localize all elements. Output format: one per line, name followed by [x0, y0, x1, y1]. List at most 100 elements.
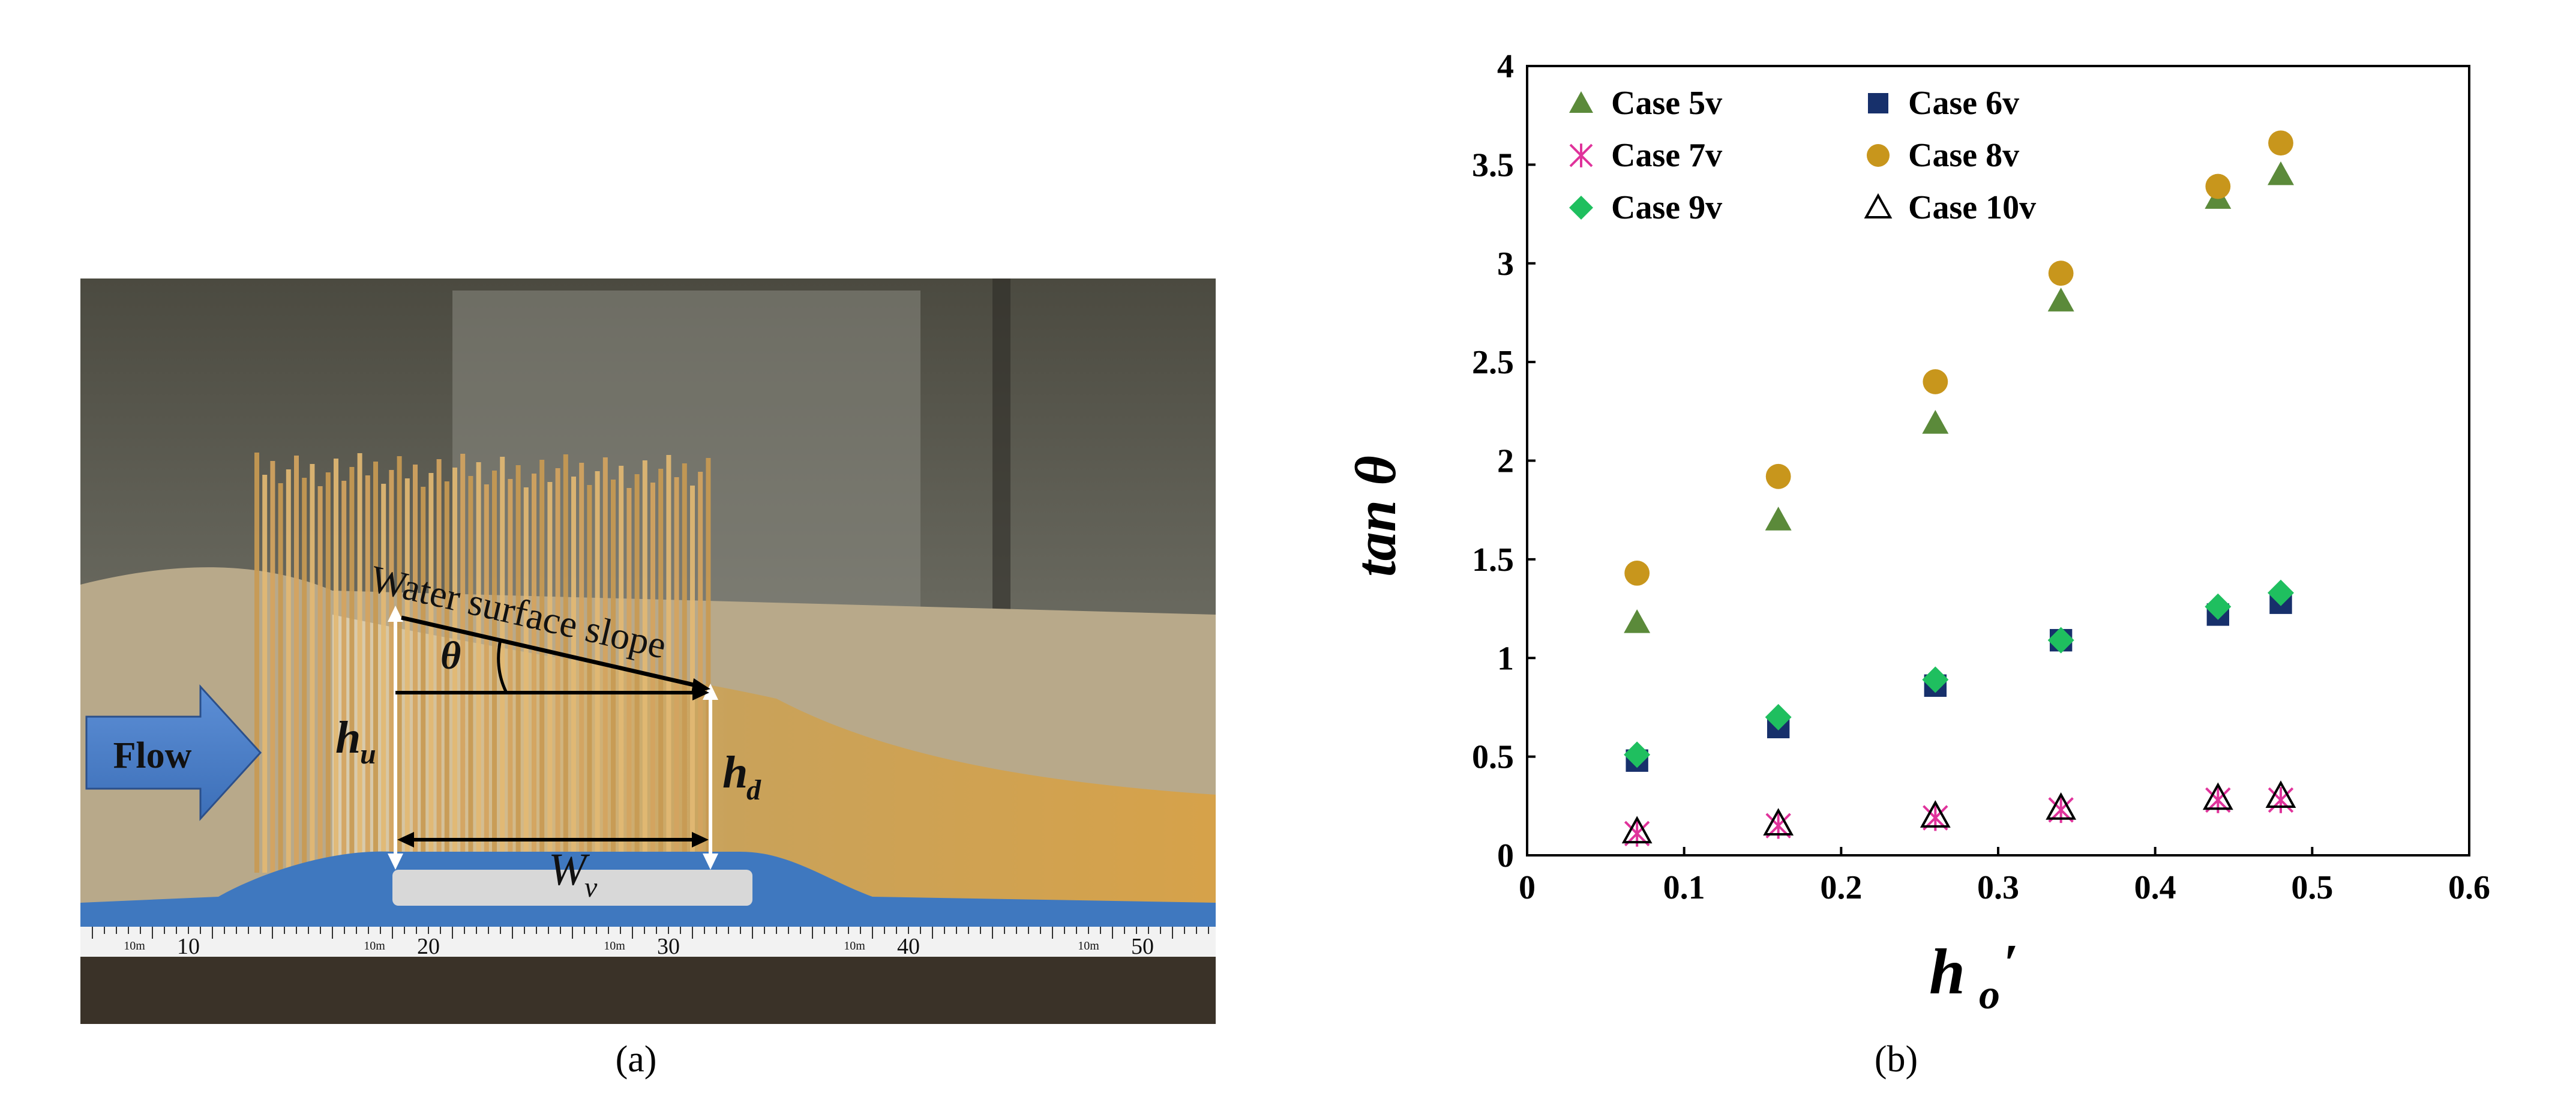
legend-item: Case 6v	[1868, 85, 2019, 122]
tank-post	[992, 278, 1010, 627]
data-point	[1765, 703, 1792, 730]
vegetation-stick	[444, 481, 449, 873]
ruler-unit-mark: 10m	[1078, 939, 1099, 953]
data-point	[1624, 560, 1650, 586]
data-point	[2202, 782, 2233, 810]
ruler-number: 40	[897, 934, 920, 959]
ruler-unit-mark: 10m	[844, 939, 865, 953]
vegetation-stick	[571, 477, 576, 873]
vegetation-stick	[325, 472, 331, 873]
data-point	[1765, 507, 1792, 531]
ruler-number: 30	[657, 934, 680, 959]
vegetation-stick	[302, 478, 307, 873]
vegetation-stick	[294, 456, 299, 873]
legend-label: Case 7v	[1611, 137, 1722, 174]
y-tick-label: 3	[1497, 245, 1514, 283]
data-point	[2268, 161, 2294, 185]
y-tick-label: 0	[1497, 837, 1514, 875]
data-point	[2047, 288, 2074, 312]
vegetation-stick	[484, 484, 489, 873]
series-case-7v	[1624, 787, 2294, 847]
vegetation-stick	[650, 483, 655, 873]
caption-b: (b)	[1874, 1039, 1918, 1080]
vegetation-stick	[555, 468, 560, 873]
plot-frame	[1526, 65, 2470, 857]
data-point	[2046, 792, 2077, 820]
vegetation-stick	[341, 481, 347, 873]
vegetation-stick	[286, 469, 291, 873]
ruler-numbers: 10 10m 20 10m 30 10m 40 10m 50 10m	[124, 934, 1154, 959]
legend-marker	[1864, 193, 1893, 218]
tick-labels: 0 0.1 0.2 0.3 0.4 0.5 0.6 0 0.5 1 1.5 2 2.5 3 3.5 4	[1472, 48, 2490, 906]
y-tick-label: 3.5	[1472, 146, 1514, 184]
flume-photo: Flow Water surface slope θ h u h d W v 1…	[80, 278, 1216, 1024]
vegetation-stick	[317, 486, 323, 873]
legend-marker	[1569, 196, 1593, 220]
ruler-number: 50	[1131, 934, 1154, 959]
vegetation-stick	[373, 462, 378, 873]
data-point	[1765, 463, 1791, 489]
x-tick-label: 0.3	[1977, 869, 2019, 906]
flume-photo-drawing: Flow Water surface slope θ h u h d W v 1…	[80, 278, 1216, 1024]
y-tick-label: 1.5	[1472, 541, 1514, 579]
flow-label: Flow	[113, 735, 192, 776]
vegetation-stick	[539, 460, 545, 873]
vegetation-stick	[523, 487, 529, 873]
vegetation-stick	[579, 463, 584, 873]
vegetation-stick	[310, 464, 315, 873]
legend-label: Case 9v	[1611, 189, 1722, 226]
legend-item: Case 7v	[1569, 137, 1722, 174]
vegetation-stick	[262, 475, 268, 873]
legend-label: Case 8v	[1908, 137, 2019, 174]
wv-label-main: W	[548, 845, 590, 895]
series-case-5v	[1624, 161, 2294, 633]
y-tick-label: 2.5	[1472, 344, 1514, 381]
ruler-ticks	[92, 927, 1209, 939]
hu-label-main: h	[335, 712, 361, 763]
legend-item: Case 8v	[1867, 137, 2019, 174]
vegetation-stick	[278, 483, 283, 873]
data-point	[1920, 800, 1951, 828]
legend-label: Case 5v	[1611, 85, 1722, 122]
hd-label-sub: d	[746, 774, 761, 806]
legend-marker	[1867, 144, 1890, 167]
x-tick-label: 0.2	[1820, 869, 1862, 906]
x-tick-label: 0.6	[2448, 869, 2490, 906]
data-point	[2048, 260, 2074, 286]
theta-label: θ	[440, 634, 461, 678]
vegetation-stick	[682, 463, 687, 873]
vegetation-stick	[413, 465, 418, 873]
y-tick-label: 1	[1497, 640, 1514, 677]
ruler-unit-mark: 10m	[124, 939, 145, 953]
legend-item: Case 5v	[1569, 85, 1722, 122]
legend-marker	[1868, 93, 1888, 113]
data-point	[1624, 741, 1651, 768]
legend-item: Case 9v	[1569, 189, 1722, 226]
vegetation-stick	[674, 477, 679, 873]
vegetation-stick	[357, 453, 362, 873]
data-marks	[1621, 130, 2296, 847]
data-point	[1922, 666, 1949, 693]
chart-canvas: 0 0.1 0.2 0.3 0.4 0.5 0.6 0 0.5 1 1.5 2 2.5 3 3.5 4 Cas…	[1344, 48, 2490, 1018]
wv-label-sub: v	[584, 872, 598, 903]
vegetation-stick	[690, 486, 695, 873]
data-point	[2205, 593, 2232, 620]
legend: Case 5v Case 6v Case 7v Case 8v Case 9v Case …	[1569, 85, 2036, 226]
x-axis-title-sub: o	[1979, 972, 2000, 1018]
data-point	[1763, 808, 1794, 836]
vegetation-stick	[468, 476, 473, 873]
series-case-6v	[1626, 591, 2292, 772]
data-point	[2268, 787, 2294, 813]
legend-marker	[1569, 143, 1593, 167]
ruler-number: 10	[177, 934, 200, 959]
data-point	[2265, 780, 2296, 808]
legend-label: Case 10v	[1908, 189, 2036, 226]
vegetation-stick	[626, 488, 632, 873]
ruler-unit-mark: 10m	[364, 939, 385, 953]
hd-arrow	[703, 684, 718, 870]
vegetation-stick	[270, 461, 275, 873]
vegetation-stick	[349, 467, 355, 873]
vegetation-stick	[532, 474, 536, 873]
vegetation-stick	[515, 465, 521, 873]
vegetation-stick	[698, 472, 703, 873]
